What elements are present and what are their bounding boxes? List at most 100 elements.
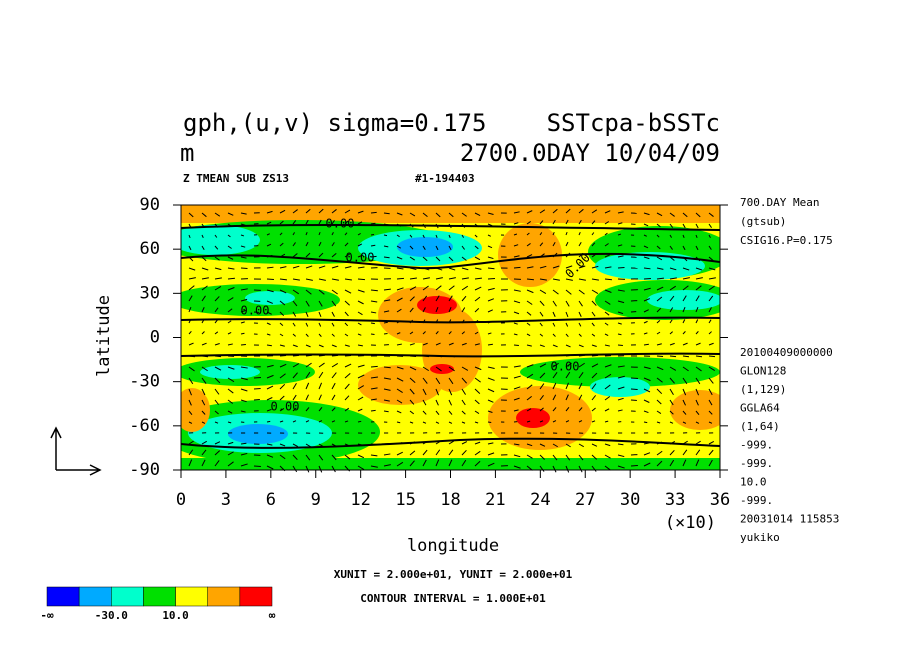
- wind-vector: [357, 311, 363, 316]
- wind-vector: [591, 220, 596, 225]
- wind-vector: [331, 454, 337, 461]
- wind-vector: [461, 342, 467, 346]
- wind-vector: [565, 454, 571, 461]
- wind-vector: [656, 245, 661, 250]
- wind-vector: [201, 342, 207, 346]
- wind-vector: [682, 366, 689, 372]
- wind-vector: [565, 443, 571, 448]
- wind-vector: [435, 377, 441, 385]
- wind-vector: [539, 407, 544, 412]
- wind-vector: [396, 320, 401, 324]
- wind-vector: [461, 285, 469, 291]
- wind-vector: [578, 362, 585, 368]
- wind-vector: [461, 410, 466, 415]
- wind-vector: [617, 322, 622, 325]
- wind-vector: [331, 333, 335, 337]
- wind-vector: [409, 366, 417, 371]
- wind-vector: [188, 295, 193, 302]
- wind-vector: [578, 219, 582, 225]
- wind-vector: [461, 245, 465, 250]
- wind-vector: [643, 223, 649, 227]
- wind-vector: [474, 277, 482, 280]
- info-text: yukiko: [740, 531, 780, 544]
- wind-vector: [591, 363, 599, 368]
- wind-vector: [448, 295, 453, 302]
- wind-vector: [357, 232, 361, 236]
- wind-vector: [292, 420, 297, 423]
- wind-vector: [643, 277, 651, 280]
- wind-vector: [370, 454, 378, 457]
- wind-vector: [604, 221, 610, 225]
- wind-vector: [435, 285, 442, 291]
- x-tick-label: 21: [485, 490, 505, 510]
- wind-vector: [227, 297, 234, 302]
- wind-vector: [539, 322, 543, 327]
- y-tick-label: 60: [140, 239, 160, 259]
- wind-vector: [565, 362, 572, 368]
- wind-vector: [201, 256, 207, 262]
- colorbar-label: -∞: [40, 609, 54, 622]
- wind-vector: [305, 443, 311, 448]
- colorbar-label: -30.0: [95, 609, 128, 622]
- wind-vector: [474, 331, 479, 335]
- wind-vector: [643, 388, 651, 393]
- wind-vector: [370, 387, 378, 390]
- wind-vector: [240, 366, 248, 369]
- wind-vector: [591, 289, 599, 294]
- wind-vector: [461, 267, 469, 271]
- wind-vector: [695, 355, 703, 358]
- wind-vector: [643, 410, 649, 414]
- wind-vector: [279, 266, 287, 269]
- contour-label: 0.00: [241, 304, 270, 318]
- wind-vector: [461, 377, 467, 384]
- wind-vector: [383, 377, 391, 380]
- wind-vector: [227, 399, 234, 404]
- contour-field: [181, 205, 720, 470]
- wind-vector: [331, 344, 337, 348]
- wind-vector: [474, 320, 479, 324]
- wind-vector: [578, 278, 586, 281]
- wind-vector: [578, 322, 582, 327]
- wind-vector: [409, 319, 414, 324]
- wind-vector: [396, 245, 402, 249]
- wind-vector: [461, 256, 467, 261]
- wind-vector: [214, 388, 220, 395]
- wind-vector: [617, 443, 624, 446]
- wind-vector: [695, 277, 703, 280]
- wind-vector: [669, 331, 673, 335]
- wind-vector: [539, 363, 547, 368]
- wind-vector: [656, 460, 663, 467]
- wind-vector: [461, 366, 469, 371]
- wind-vector: [357, 408, 363, 412]
- wind-vector: [695, 459, 700, 467]
- wind-vector: [422, 388, 427, 396]
- wind-vector: [305, 231, 308, 236]
- wind-vector: [708, 295, 714, 302]
- wind-vector: [461, 449, 467, 456]
- wind-vector: [552, 333, 556, 337]
- wind-vector: [565, 354, 573, 357]
- wind-vector: [448, 366, 455, 372]
- wind-vector: [604, 408, 610, 412]
- wind-vector: [487, 343, 493, 346]
- subtitle-left: Z TMEAN SUB ZS13: [183, 172, 289, 185]
- wind-vector: [409, 377, 416, 384]
- wind-vector: [227, 267, 235, 270]
- wind-vector: [578, 407, 583, 412]
- wind-vector: [682, 234, 685, 239]
- info-text: 20100409000000: [740, 346, 833, 359]
- wind-vector: [396, 388, 403, 394]
- wind-vector: [370, 376, 378, 379]
- wind-vector: [292, 220, 297, 225]
- wind-vector: [240, 245, 246, 248]
- x-tick-label: 15: [395, 490, 415, 510]
- wind-vector: [461, 319, 465, 324]
- wind-vector: [708, 388, 713, 396]
- wind-vector: [513, 233, 518, 236]
- wind-vector: [396, 442, 403, 445]
- wind-vector: [656, 277, 664, 280]
- wind-vector: [227, 461, 234, 467]
- wind-vector: [214, 377, 221, 384]
- wind-vector: [526, 322, 531, 326]
- wind-vector: [513, 255, 520, 258]
